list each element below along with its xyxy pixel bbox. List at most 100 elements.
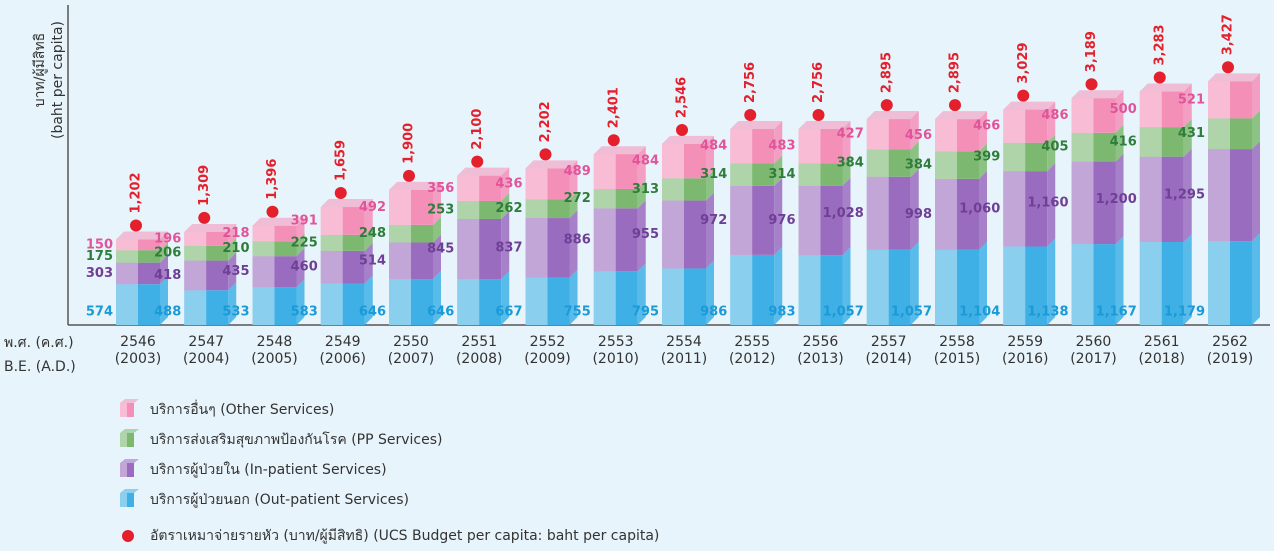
x-tick-label: 2551: [461, 334, 497, 350]
bar-highlight: [525, 277, 548, 325]
bar-side: [774, 246, 783, 325]
bar-highlight: [798, 129, 821, 164]
value-label: 795: [632, 305, 659, 320]
value-label: 218: [222, 226, 249, 241]
legend-swatch-light: [120, 463, 127, 477]
legend-swatch: [120, 463, 134, 477]
budget-dot: [471, 155, 484, 168]
budget-label: 2,895: [948, 52, 963, 93]
value-label: 460: [291, 260, 318, 275]
bar-segment: [1139, 242, 1184, 325]
bar-segment: [1208, 118, 1252, 150]
x-tick-label: (2008): [456, 351, 503, 367]
bar-side: [569, 269, 578, 325]
bar-segment: [389, 189, 433, 225]
budget-dot: [880, 99, 893, 112]
value-label: 574: [86, 305, 113, 320]
value-label: 253: [427, 202, 454, 217]
value-label: 755: [564, 305, 591, 320]
x-tick-label: 2550: [393, 334, 429, 350]
bar-side: [364, 199, 373, 235]
x-tick-label: (2004): [183, 351, 230, 367]
bar-segment: [935, 119, 979, 152]
bar-side: [774, 121, 783, 164]
bar-highlight: [457, 279, 480, 325]
bar-highlight: [935, 151, 957, 179]
value-label: 492: [359, 200, 386, 215]
bar-side: [569, 160, 578, 200]
bar-side: [706, 170, 714, 201]
bar-highlight: [184, 260, 207, 291]
value-label: 150: [86, 237, 113, 252]
legend-swatch-light: [120, 433, 127, 447]
value-label: 303: [86, 266, 113, 281]
bar-segment: [1208, 81, 1252, 119]
value-label: 484: [632, 154, 659, 169]
budget-label: 3,427: [1221, 14, 1236, 55]
bar-segment: [1139, 127, 1184, 157]
x-tick-label: 2555: [734, 334, 770, 350]
legend-label: บริการส่งเสริมสุขภาพป้องกันโรค (PP Servi…: [150, 431, 442, 448]
x-tick-label: 2552: [530, 334, 566, 350]
bar-segment: [389, 242, 433, 280]
value-label: 976: [768, 213, 795, 228]
value-label: 886: [564, 232, 591, 247]
bar-segment: [593, 154, 638, 189]
bar-segment: [935, 249, 979, 325]
value-label: 206: [154, 246, 181, 261]
value-label: 384: [905, 158, 932, 173]
value-label: 486: [1041, 108, 1068, 123]
bar-segment: [730, 185, 775, 255]
bar-segment: [320, 207, 365, 235]
value-label: 1,028: [823, 206, 864, 221]
bar-segment: [593, 271, 638, 325]
bar-side: [160, 276, 168, 325]
bar-top: [866, 111, 919, 120]
y-axis-label: (baht per capita): [50, 21, 66, 139]
bar-top: [662, 135, 714, 144]
bar-side: [637, 180, 646, 209]
bar-side: [637, 200, 646, 272]
bar-highlight: [593, 271, 616, 325]
bar-highlight: [1139, 127, 1162, 157]
bar-segment: [525, 277, 570, 325]
bar-highlight: [935, 119, 957, 152]
bar-side: [501, 192, 510, 219]
x-tick-label: (2015): [934, 351, 981, 367]
bar-side: [228, 223, 237, 246]
bar-segment: [866, 249, 911, 325]
bar-segment: [525, 199, 570, 219]
bar-highlight: [184, 231, 207, 246]
bar-side: [1047, 101, 1056, 143]
bar-side: [979, 170, 987, 250]
value-label: 405: [1041, 140, 1068, 155]
value-label: 384: [837, 156, 864, 171]
bar-segment: [1071, 161, 1116, 245]
y-axis-label: บาท/ผู้มีสิทธิ: [32, 33, 48, 107]
x-tick-label: 2562: [1212, 334, 1248, 350]
bar-side: [433, 216, 441, 243]
x-tick-label: 2560: [1076, 334, 1112, 350]
bar-side: [842, 177, 851, 256]
budget-label: 1,396: [265, 159, 280, 200]
bar-side: [1252, 110, 1260, 150]
bar-highlight: [457, 175, 480, 201]
bar-side: [842, 121, 851, 164]
bar-side: [842, 155, 851, 186]
bar-side: [979, 143, 987, 179]
bar-side: [228, 237, 237, 261]
x-tick-label: 2561: [1144, 334, 1180, 350]
bar-highlight: [1003, 142, 1026, 172]
bar-side: [296, 248, 305, 288]
budget-label: 3,029: [1016, 42, 1031, 83]
budget-label: 2,895: [879, 52, 894, 93]
value-label: 972: [700, 213, 727, 228]
bar-top: [730, 121, 783, 130]
value-label: 998: [905, 207, 932, 222]
bar-segment: [252, 241, 297, 257]
bar-highlight: [730, 185, 753, 255]
bar-side: [1183, 119, 1192, 157]
bar-highlight: [116, 262, 138, 285]
bar-top: [116, 231, 168, 240]
legend-swatch: [120, 433, 134, 447]
